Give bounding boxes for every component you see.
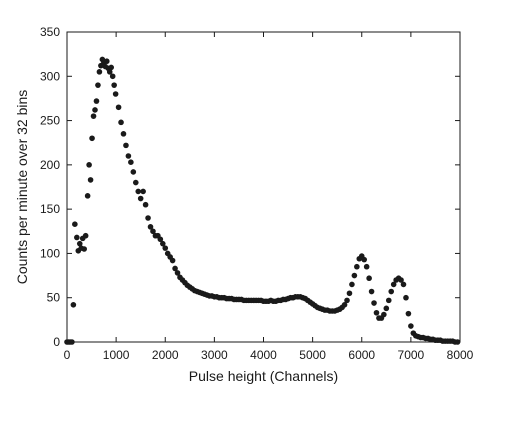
data-point <box>162 245 169 251</box>
data-point <box>381 311 387 318</box>
tick-labels: 0 1000 2000 3000 4000 5000 6000 7000 8000 0 50 100 1… <box>40 25 474 362</box>
data-point <box>111 82 117 88</box>
plot-frame <box>66 31 461 343</box>
data-point <box>341 302 348 308</box>
data-point <box>74 234 80 241</box>
data-point <box>123 142 129 149</box>
data-point <box>371 300 377 306</box>
x-tick-label: 4000 <box>250 348 277 362</box>
data-point <box>82 232 89 239</box>
x-tick-label: 8000 <box>447 348 474 362</box>
data-point <box>96 69 103 75</box>
y-tick-label: 150 <box>40 202 60 216</box>
data-point <box>69 339 75 345</box>
data-point <box>388 288 395 295</box>
data-point <box>106 69 113 75</box>
data-point <box>125 153 132 159</box>
data-point <box>363 263 370 270</box>
y-tick-label: 350 <box>40 25 60 39</box>
y-axis-title: Counts per minute over 32 bins <box>14 90 30 285</box>
data-point <box>351 272 358 279</box>
data-point <box>157 236 164 243</box>
y-tick-label: 100 <box>40 246 60 260</box>
data-point <box>109 73 116 80</box>
data-point <box>145 215 151 221</box>
data-point <box>398 277 404 283</box>
data-point <box>112 91 119 97</box>
x-tick-label: 7000 <box>398 348 425 362</box>
x-tick-label: 5000 <box>299 348 326 362</box>
axis-ticks <box>66 31 461 343</box>
x-axis-title: Pulse height (Channels) <box>189 368 338 384</box>
data-point <box>147 224 154 230</box>
data-point <box>90 113 97 119</box>
data-point <box>137 195 144 202</box>
data-point <box>81 246 87 252</box>
data-point <box>120 131 127 137</box>
data-point <box>89 135 95 142</box>
data-point <box>159 240 166 247</box>
data-point <box>354 263 360 270</box>
x-tick-label: 0 <box>64 348 71 362</box>
y-tick-label: 250 <box>40 114 60 128</box>
x-tick-label: 2000 <box>152 348 179 362</box>
data-point <box>400 281 407 288</box>
data-point <box>150 228 156 235</box>
y-tick-label: 200 <box>40 158 60 172</box>
y-tick-label: 0 <box>53 335 60 349</box>
data-point <box>366 275 372 282</box>
data-point <box>118 119 124 126</box>
data-point <box>344 297 350 304</box>
y-tick-label: 300 <box>40 69 60 83</box>
data-point <box>172 265 178 272</box>
data-point <box>93 98 100 104</box>
data-point <box>169 257 176 264</box>
data-point <box>108 64 115 71</box>
data-point <box>405 310 412 317</box>
data-point <box>346 290 353 297</box>
data-point <box>76 240 83 247</box>
data-point <box>87 177 94 183</box>
data-point <box>140 188 146 195</box>
data-point <box>135 188 142 195</box>
data-points <box>64 56 461 345</box>
data-point <box>132 179 139 186</box>
data-point <box>373 309 380 316</box>
data-point <box>128 159 134 165</box>
y-tick-label: 50 <box>47 291 61 305</box>
data-point <box>142 201 149 208</box>
data-point <box>86 162 92 168</box>
data-point <box>383 305 390 312</box>
x-tick-label: 3000 <box>201 348 228 362</box>
data-point <box>454 339 461 345</box>
data-point <box>84 193 91 199</box>
x-tick-label: 6000 <box>348 348 375 362</box>
x-tick-label: 1000 <box>103 348 130 362</box>
data-point <box>361 256 368 263</box>
data-point <box>115 104 122 111</box>
data-point <box>95 82 101 88</box>
data-point <box>72 221 78 227</box>
data-point <box>103 58 110 65</box>
data-point <box>174 270 181 276</box>
data-point <box>349 281 355 288</box>
data-point <box>130 169 137 175</box>
data-point <box>70 302 77 308</box>
data-point <box>92 107 98 113</box>
data-point <box>403 294 409 301</box>
data-point <box>390 281 397 288</box>
data-point <box>368 288 375 295</box>
data-point <box>385 297 392 304</box>
data-point <box>408 323 414 329</box>
